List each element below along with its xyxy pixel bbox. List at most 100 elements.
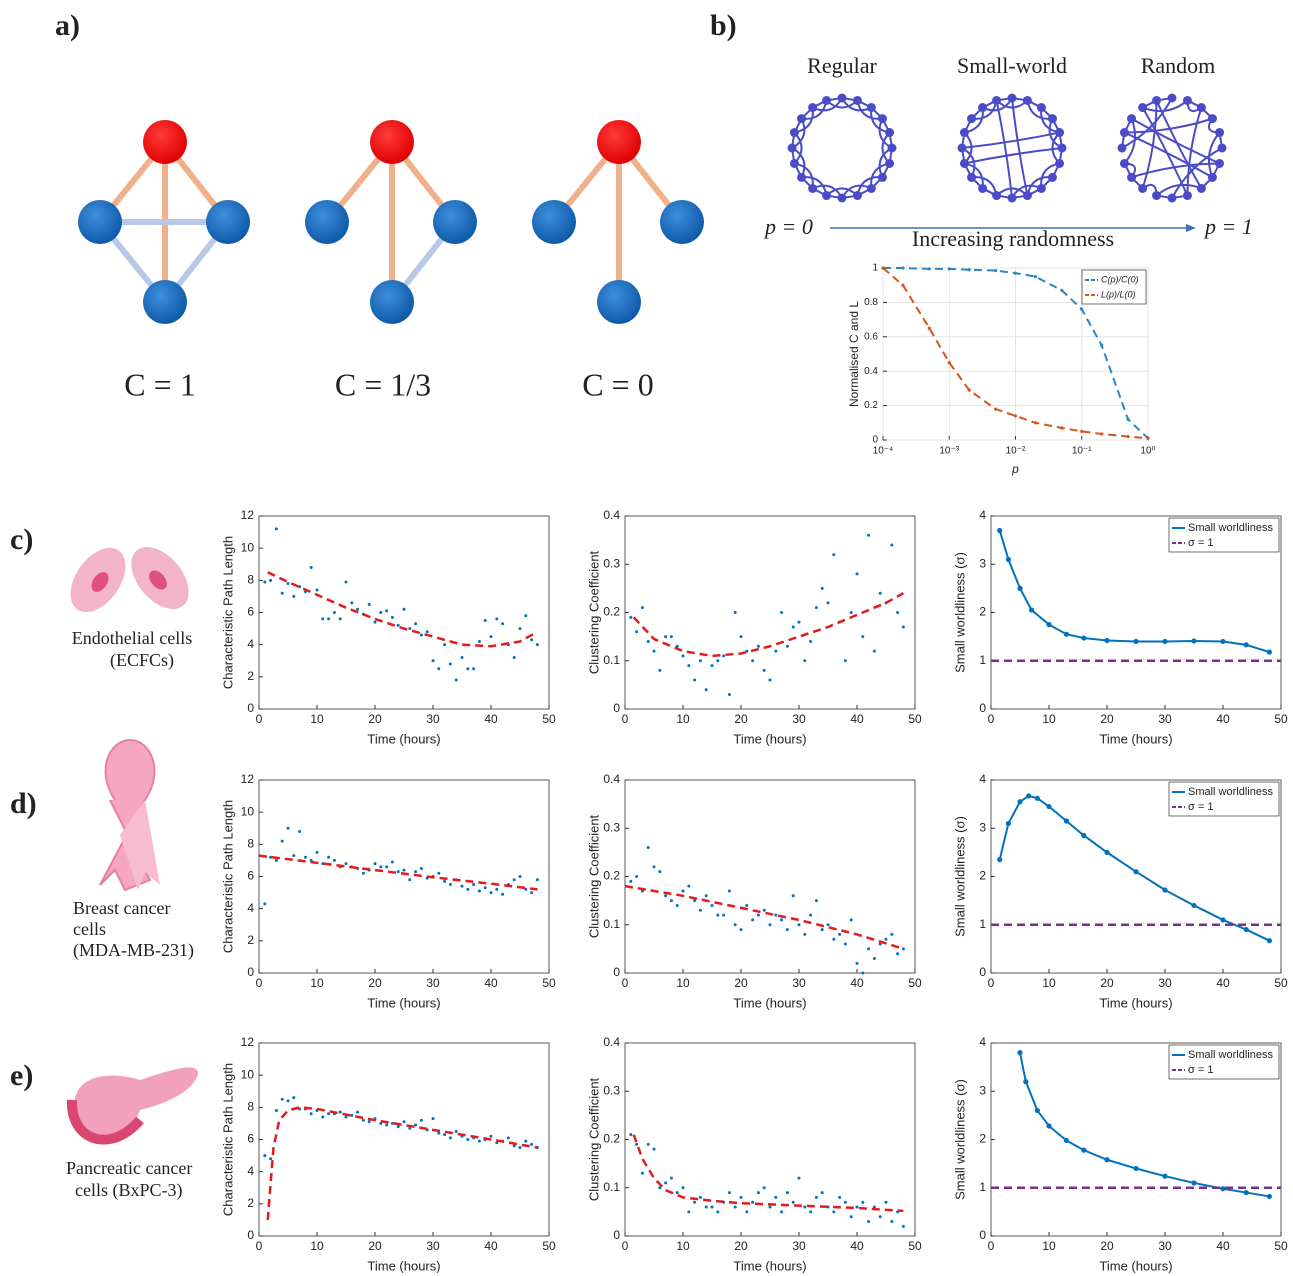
data-point (490, 891, 493, 894)
network-node (1008, 194, 1017, 203)
data-point (705, 1206, 708, 1209)
network-node (1048, 114, 1057, 123)
data-point (449, 1136, 452, 1139)
chart: 10⁻⁴10⁻³10⁻²10⁻¹10⁰00.20.40.60.81pNormal… (847, 263, 1155, 477)
x-tick-label: 20 (734, 1239, 748, 1253)
x-tick-label: 20 (1100, 1239, 1114, 1253)
data-point (769, 923, 772, 926)
data-point (269, 1157, 272, 1160)
x-tick-label: 40 (850, 976, 864, 990)
marker (1017, 586, 1022, 591)
data-point (803, 659, 806, 662)
data-point (844, 1201, 847, 1204)
data-point (786, 1191, 789, 1194)
data-point (705, 894, 708, 897)
data-point (769, 1206, 772, 1209)
data-point (716, 659, 719, 662)
data-point (316, 851, 319, 854)
marker (1029, 607, 1034, 612)
x-axis-label: Time (hours) (733, 1258, 806, 1273)
marker (1035, 796, 1040, 801)
y-tick-label: 0 (979, 965, 986, 979)
data-point (461, 885, 464, 888)
data-point (670, 635, 673, 638)
data-point (896, 611, 899, 614)
marker (1100, 432, 1103, 435)
y-tick-label: 0.4 (603, 1035, 620, 1049)
x-axis-label: Time (hours) (367, 1258, 440, 1273)
data-point (821, 928, 824, 931)
data-point (414, 622, 417, 625)
data-point (896, 952, 899, 955)
data-point (275, 859, 278, 862)
network-node (878, 173, 887, 182)
x-tick-label: 0 (256, 976, 263, 990)
data-point (524, 614, 527, 617)
data-point (397, 624, 400, 627)
x-tick-label: 10⁻⁴ (873, 446, 894, 457)
data-point (327, 856, 330, 859)
y-tick-label: 10 (241, 1067, 255, 1081)
marker (1267, 938, 1272, 943)
marker (1162, 1174, 1167, 1179)
data-point (774, 914, 777, 917)
data-point (740, 928, 743, 931)
data-point (536, 878, 539, 881)
data-point (310, 1112, 313, 1115)
data-point (699, 1196, 702, 1199)
x-tick-label: 10 (310, 712, 324, 726)
legend-label: L(p)/L(0) (1101, 289, 1136, 299)
cell-label: (MDA-MB-231) (73, 940, 194, 961)
x-tick-label: 40 (484, 976, 498, 990)
data-point (827, 923, 830, 926)
x-tick-label: 40 (484, 1239, 498, 1253)
data-point (478, 640, 481, 643)
y-tick-label: 8 (247, 573, 254, 587)
data-point (815, 1196, 818, 1199)
data-point (769, 679, 772, 682)
data-point (374, 621, 377, 624)
marker (1046, 1123, 1051, 1128)
network-node (1037, 103, 1046, 112)
data-point (478, 889, 481, 892)
data-point (757, 645, 760, 648)
x-tick-label: 30 (792, 712, 806, 726)
y-tick-label: 0 (979, 1228, 986, 1242)
y-tick-label: 1 (979, 917, 986, 931)
data-point (670, 1177, 673, 1180)
data-point (298, 830, 301, 833)
data-point (426, 630, 429, 633)
network-edges (792, 98, 892, 198)
data-point (879, 592, 882, 595)
data-point (740, 1196, 743, 1199)
marker (1146, 437, 1149, 440)
marker (1220, 1186, 1225, 1191)
data-point (682, 1186, 685, 1189)
data-point (861, 972, 864, 975)
data-point (536, 643, 539, 646)
network-node (1152, 96, 1161, 105)
marker (1220, 639, 1225, 644)
x-tick-label: 0 (622, 712, 629, 726)
data-point (745, 1210, 748, 1213)
y-tick-label: 0.2 (603, 869, 620, 883)
data-point (687, 885, 690, 888)
x-tick-label: 0 (256, 712, 263, 726)
data-point (867, 1220, 870, 1223)
data-point (873, 650, 876, 653)
data-point (391, 861, 394, 864)
y-tick-label: 3 (979, 556, 986, 570)
data-point (653, 865, 656, 868)
marker (1017, 1050, 1022, 1055)
marker (1014, 272, 1017, 275)
clustering-label: C = 0 (582, 366, 653, 402)
chart: 0102030405000.10.20.30.4Time (hours)Clus… (586, 772, 922, 1010)
marker (1081, 1148, 1086, 1153)
data-point (658, 669, 661, 672)
data-point (711, 664, 714, 667)
x-tick-label: 50 (1274, 976, 1288, 990)
marker (1191, 638, 1196, 643)
data-point (443, 1133, 446, 1136)
x-tick-label: 50 (1274, 712, 1288, 726)
data-point (333, 611, 336, 614)
